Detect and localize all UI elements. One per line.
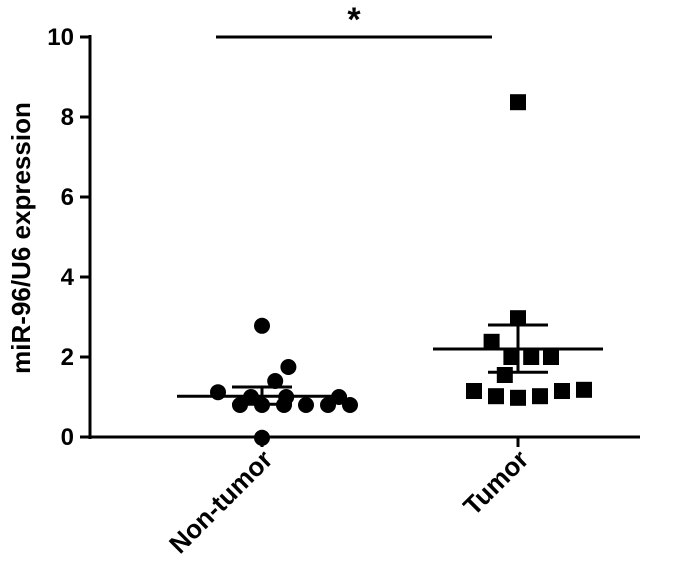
data-point-square <box>576 381 592 398</box>
x-axis-ticks: Non-tumor Tumor <box>163 437 534 559</box>
y-tick-label: 0 <box>61 424 74 451</box>
data-point-square <box>496 367 513 383</box>
x-tick-label: Non-tumor <box>163 444 278 559</box>
y-axis-title: miR-96/U6 expression <box>6 102 36 374</box>
data-point-circle <box>298 397 314 413</box>
significance-label: * <box>347 1 361 39</box>
annotations: * <box>216 1 492 39</box>
data-point-circle <box>267 373 284 389</box>
data-point-square <box>523 349 540 365</box>
y-axis-ticks: 0 2 4 6 8 10 <box>47 24 90 451</box>
data-point-square <box>510 94 526 111</box>
data-point-circle <box>210 384 226 401</box>
data-point-circle <box>254 397 270 413</box>
data-point-circle <box>278 389 295 405</box>
data-point-square <box>488 388 504 405</box>
data-point-circle <box>243 389 259 405</box>
axes <box>88 35 640 439</box>
data-point-square <box>510 310 526 327</box>
y-tick-label: 8 <box>61 104 74 131</box>
data-point-circle <box>280 359 297 375</box>
x-tick-label: Tumor <box>457 444 534 521</box>
data-point-square <box>554 383 570 399</box>
y-tick-label: 2 <box>61 344 74 371</box>
data-point-square <box>483 333 500 350</box>
data-point-circle <box>232 397 248 413</box>
data-point-square <box>466 383 482 399</box>
data-point-circle <box>320 397 336 413</box>
y-tick-label: 4 <box>61 264 75 291</box>
y-tick-label: 10 <box>47 24 74 51</box>
y-tick-label: 6 <box>61 184 74 211</box>
data-point-circle <box>254 317 270 334</box>
data-point-square <box>510 389 526 406</box>
data-point-circle <box>331 389 347 405</box>
data-point-square <box>503 349 520 365</box>
data-point-square <box>543 349 559 365</box>
data-point-circle <box>254 429 270 446</box>
data-point-square <box>532 388 548 405</box>
data-points <box>210 94 592 446</box>
data-point-circle <box>342 397 358 413</box>
